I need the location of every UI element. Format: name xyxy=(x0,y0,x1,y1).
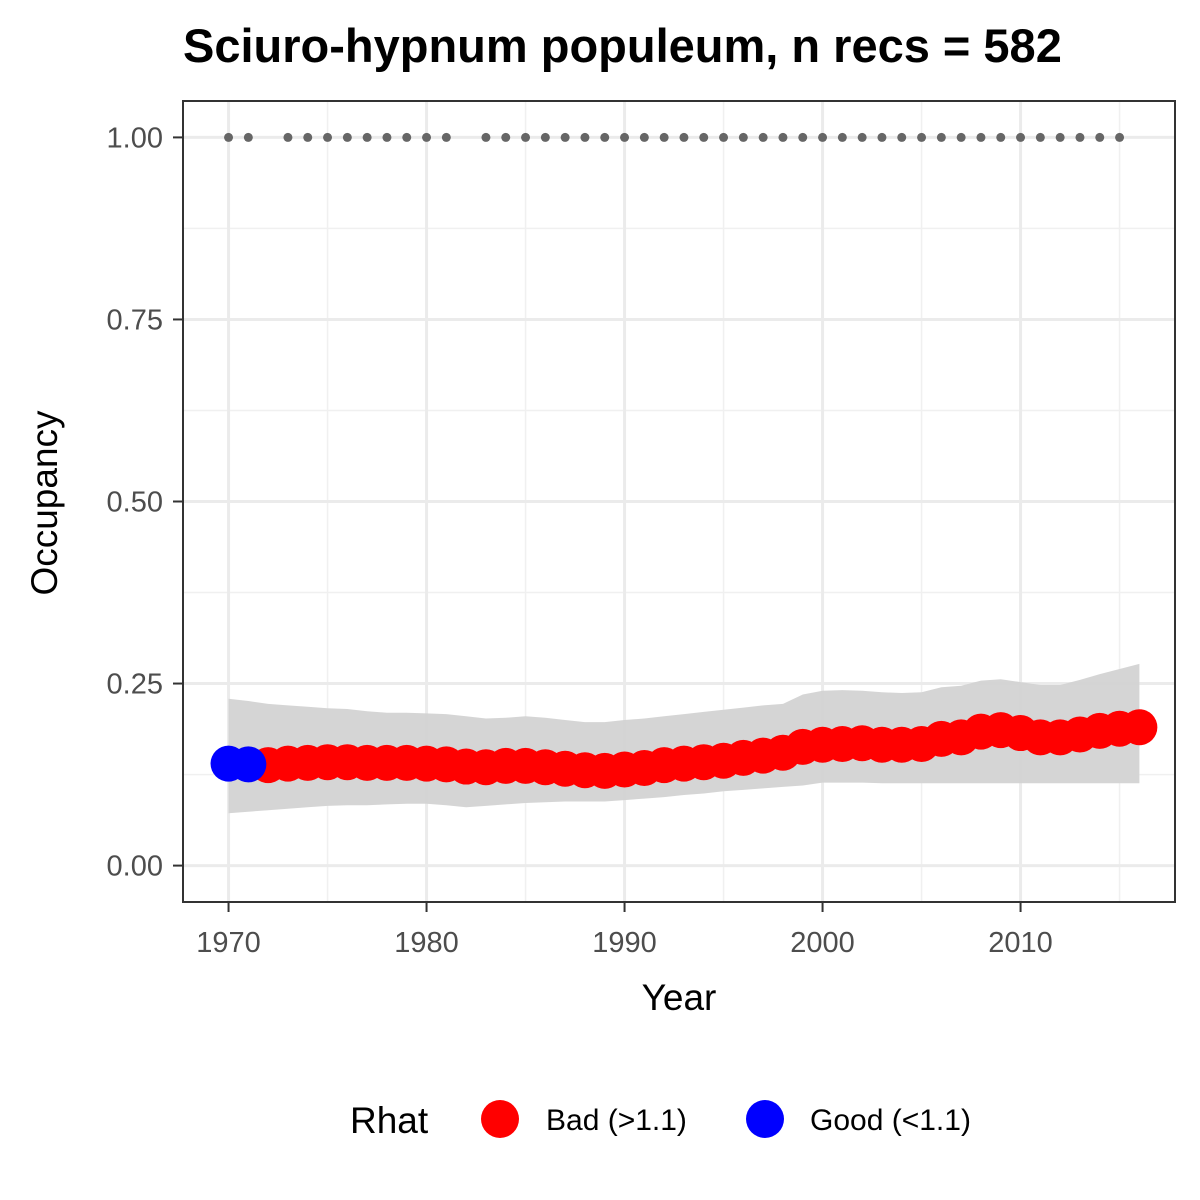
record-point xyxy=(521,132,531,142)
record-point xyxy=(956,132,966,142)
record-point xyxy=(1095,132,1105,142)
record-points xyxy=(224,132,1125,142)
record-point xyxy=(798,132,808,142)
record-point xyxy=(778,132,788,142)
record-point xyxy=(600,132,610,142)
legend-label-bad: Bad (>1.1) xyxy=(546,1104,687,1137)
record-point xyxy=(877,132,887,142)
record-point xyxy=(224,132,234,142)
record-point xyxy=(837,132,847,142)
record-point xyxy=(1016,132,1026,142)
occupancy-points xyxy=(210,709,1158,789)
record-point xyxy=(719,132,729,142)
y-tick-label: 0.50 xyxy=(107,487,163,519)
record-point xyxy=(323,132,333,142)
x-axis-title: Year xyxy=(642,977,717,1018)
record-point xyxy=(996,132,1006,142)
chart-title: Sciuro-hypnum populeum, n recs = 582 xyxy=(183,19,1062,72)
point-good xyxy=(230,746,267,783)
record-point xyxy=(659,132,669,142)
legend: Rhat Bad (>1.1) Good (<1.1) xyxy=(350,1100,971,1141)
x-tick-label: 1970 xyxy=(196,927,261,959)
record-point xyxy=(402,132,412,142)
record-point xyxy=(620,132,630,142)
y-axis-title: Occupancy xyxy=(24,410,65,596)
record-point xyxy=(540,132,550,142)
record-point xyxy=(897,132,907,142)
legend-swatch-good xyxy=(746,1100,784,1138)
record-point xyxy=(1035,132,1045,142)
record-point xyxy=(362,132,372,142)
record-point xyxy=(1055,132,1065,142)
x-tick-label: 1990 xyxy=(592,927,657,959)
y-tick-label: 0.00 xyxy=(107,851,163,883)
legend-label-good: Good (<1.1) xyxy=(810,1104,971,1137)
y-tick-label: 1.00 xyxy=(107,122,163,154)
record-point xyxy=(818,132,828,142)
record-point xyxy=(560,132,570,142)
y-tick-label: 0.25 xyxy=(107,669,163,701)
record-point xyxy=(283,132,293,142)
x-tick-label: 2000 xyxy=(790,927,855,959)
record-point xyxy=(857,132,867,142)
legend-title: Rhat xyxy=(350,1100,429,1141)
record-point xyxy=(758,132,768,142)
record-point xyxy=(639,132,649,142)
record-point xyxy=(580,132,590,142)
record-point xyxy=(976,132,986,142)
record-point xyxy=(243,132,253,142)
record-point xyxy=(1075,132,1085,142)
record-point xyxy=(303,132,313,142)
y-axis: 0.00 0.25 0.50 0.75 1.00 xyxy=(107,122,183,883)
legend-swatch-bad xyxy=(481,1100,519,1138)
record-point xyxy=(699,132,709,142)
record-point xyxy=(936,132,946,142)
record-point xyxy=(501,132,511,142)
record-point xyxy=(1115,132,1125,142)
x-tick-label: 2010 xyxy=(988,927,1053,959)
x-tick-label: 1980 xyxy=(394,927,459,959)
record-point xyxy=(422,132,432,142)
record-point xyxy=(679,132,689,142)
y-tick-label: 0.75 xyxy=(107,304,163,336)
record-point xyxy=(738,132,748,142)
record-point xyxy=(382,132,392,142)
x-axis: 1970 1980 1990 2000 2010 xyxy=(196,902,1053,959)
record-point xyxy=(342,132,352,142)
record-point xyxy=(917,132,927,142)
point-bad xyxy=(1121,709,1158,746)
plot-panel xyxy=(182,100,1176,903)
record-point xyxy=(441,132,451,142)
record-point xyxy=(481,132,491,142)
